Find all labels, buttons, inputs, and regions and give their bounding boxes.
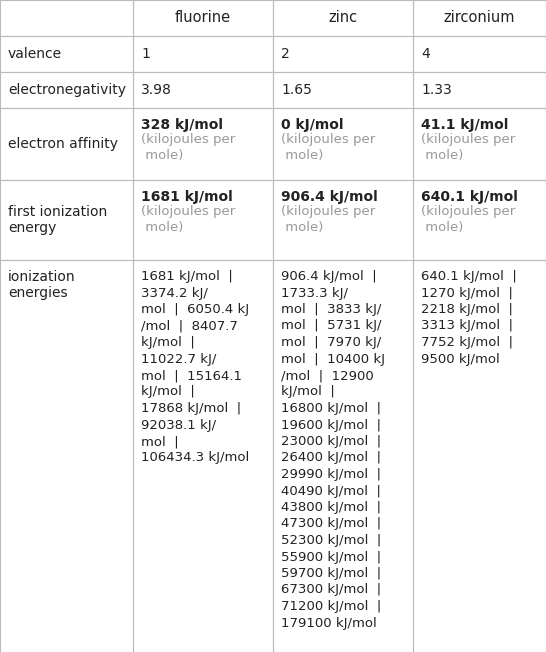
Text: 640.1 kJ/mol: 640.1 kJ/mol (421, 190, 518, 204)
Bar (133, 0, 273, 36)
Text: (kilojoules per
 mole): (kilojoules per mole) (141, 205, 235, 234)
Text: ionization
energies: ionization energies (8, 270, 76, 300)
Text: fluorine: fluorine (175, 10, 231, 25)
Bar (273, 0, 413, 36)
Bar (0, 180, 133, 260)
Bar (133, 72, 273, 108)
Bar (133, 260, 273, 652)
Text: 1681 kJ/mol: 1681 kJ/mol (141, 190, 233, 204)
Bar (273, 260, 413, 652)
Text: 640.1 kJ/mol  |
1270 kJ/mol  |
2218 kJ/mol  |
3313 kJ/mol  |
7752 kJ/mol  |
9500: 640.1 kJ/mol | 1270 kJ/mol | 2218 kJ/mol… (421, 270, 517, 366)
Text: (kilojoules per
 mole): (kilojoules per mole) (281, 133, 375, 162)
Text: electron affinity: electron affinity (8, 137, 118, 151)
Text: 1: 1 (141, 47, 150, 61)
Text: 41.1 kJ/mol: 41.1 kJ/mol (421, 118, 508, 132)
Text: 906.4 kJ/mol: 906.4 kJ/mol (281, 190, 378, 204)
Text: electronegativity: electronegativity (8, 83, 126, 97)
Bar (273, 72, 413, 108)
Bar (133, 108, 273, 180)
Text: 0 kJ/mol: 0 kJ/mol (281, 118, 343, 132)
Bar (273, 36, 413, 72)
Text: 1.65: 1.65 (281, 83, 312, 97)
Bar (413, 72, 546, 108)
Text: 3.98: 3.98 (141, 83, 172, 97)
Text: valence: valence (8, 47, 62, 61)
Text: (kilojoules per
 mole): (kilojoules per mole) (281, 205, 375, 234)
Text: 906.4 kJ/mol  |
1733.3 kJ/
mol  |  3833 kJ/
mol  |  5731 kJ/
mol  |  7970 kJ/
mo: 906.4 kJ/mol | 1733.3 kJ/ mol | 3833 kJ/… (281, 270, 385, 629)
Bar (0, 108, 133, 180)
Bar (0, 260, 133, 652)
Text: (kilojoules per
 mole): (kilojoules per mole) (141, 133, 235, 162)
Bar (273, 108, 413, 180)
Text: zinc: zinc (329, 10, 358, 25)
Bar (0, 72, 133, 108)
Text: 328 kJ/mol: 328 kJ/mol (141, 118, 223, 132)
Text: 1681 kJ/mol  |
3374.2 kJ/
mol  |  6050.4 kJ
/mol  |  8407.7
kJ/mol  |
11022.7 kJ: 1681 kJ/mol | 3374.2 kJ/ mol | 6050.4 kJ… (141, 270, 250, 464)
Text: (kilojoules per
 mole): (kilojoules per mole) (421, 133, 515, 162)
Bar (413, 108, 546, 180)
Bar (273, 180, 413, 260)
Text: 2: 2 (281, 47, 290, 61)
Bar (413, 36, 546, 72)
Bar (413, 260, 546, 652)
Text: first ionization
energy: first ionization energy (8, 205, 107, 235)
Text: zirconium: zirconium (444, 10, 515, 25)
Bar (413, 180, 546, 260)
Text: (kilojoules per
 mole): (kilojoules per mole) (421, 205, 515, 234)
Text: 1.33: 1.33 (421, 83, 452, 97)
Bar (133, 36, 273, 72)
Bar (0, 0, 133, 36)
Bar (133, 180, 273, 260)
Bar (0, 36, 133, 72)
Text: 4: 4 (421, 47, 430, 61)
Bar (413, 0, 546, 36)
